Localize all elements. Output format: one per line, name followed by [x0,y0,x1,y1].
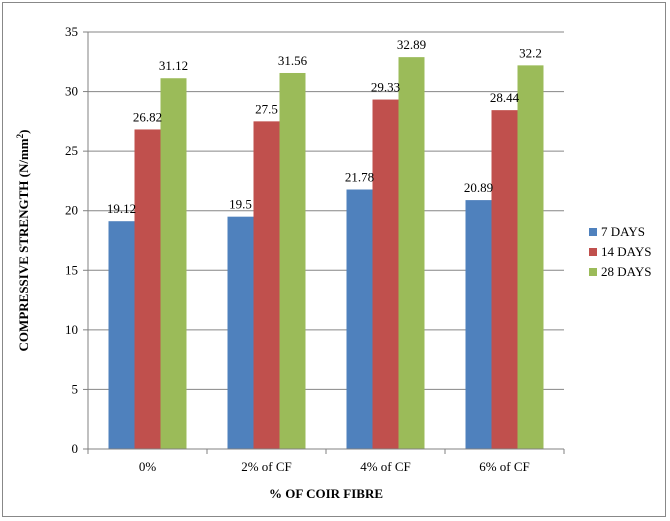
x-tick-labels: 0% 2% of CF 4% of CF 6% of CF [139,459,530,474]
y-tick-label: 25 [65,143,78,158]
x-tick-label: 2% of CF [241,459,292,474]
legend-label: 14 DAYS [601,244,651,259]
y-tick-label: 5 [72,381,79,396]
bar [517,65,544,450]
x-tick-label: 0% [139,459,157,474]
y-axis-title-sup: 2 [15,133,25,138]
bar [160,78,187,450]
x-tick-label: 4% of CF [360,459,411,474]
legend: 7 DAYS 14 DAYS 28 DAYS [589,224,651,279]
data-label: 26.82 [133,109,162,124]
bar [465,200,492,449]
y-tick-label: 10 [65,322,78,337]
legend-label: 28 DAYS [601,264,651,279]
x-tick-label: 6% of CF [479,459,530,474]
data-label: 31.56 [278,53,308,68]
legend-swatch [589,268,597,276]
data-label: 20.89 [464,180,493,195]
y-tick-label: 15 [65,262,78,277]
data-label: 28.44 [490,90,520,105]
x-axis-title: % OF COIR FIBRE [269,486,383,501]
bar [253,121,280,449]
axes [87,32,564,450]
data-label: 31.12 [159,58,188,73]
bar [227,216,254,449]
bar [372,99,399,449]
data-label: 27.5 [255,101,278,116]
data-labels: 19.12 26.82 31.12 19.5 27.5 31.56 21.78 29.33 32… [107,37,542,216]
data-label: 32.89 [397,37,426,52]
bar [108,221,135,449]
y-axis-title-end: ) [16,130,31,134]
data-label: 19.12 [107,201,136,216]
data-label: 29.33 [371,80,400,95]
bar [398,57,425,450]
y-tick-label: 30 [65,84,78,99]
legend-swatch [589,248,597,256]
bar [279,72,306,450]
y-tick-label: 20 [65,203,78,218]
y-axis-title-main: COMPRESSIVE STRENGTH (N/mm [16,138,31,351]
y-tick-label: 35 [65,24,78,39]
y-tick-labels: 0 5 10 15 20 25 30 35 [65,24,78,456]
y-axis-title: COMPRESSIVE STRENGTH (N/mm2) [15,130,31,352]
legend-swatch [589,228,597,236]
legend-label: 7 DAYS [601,224,645,239]
bar [346,189,373,450]
y-tick-label: 0 [72,441,79,456]
data-label: 19.5 [229,197,252,212]
bar [491,110,518,449]
data-label: 21.78 [345,170,374,185]
bar [134,129,161,449]
data-label: 32.2 [519,45,542,60]
bars [108,57,544,450]
